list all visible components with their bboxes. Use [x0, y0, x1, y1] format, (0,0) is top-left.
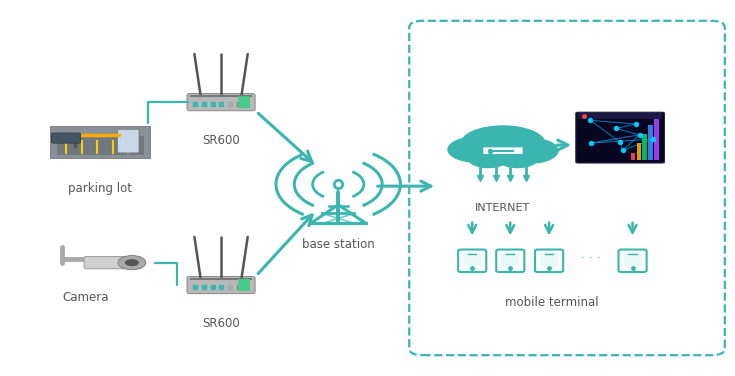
- Point: [617, 147, 628, 153]
- Ellipse shape: [503, 138, 559, 164]
- Bar: [642, 134, 647, 160]
- Ellipse shape: [495, 146, 539, 168]
- FancyBboxPatch shape: [619, 250, 647, 272]
- FancyBboxPatch shape: [51, 133, 81, 143]
- Point: [585, 140, 597, 146]
- Circle shape: [125, 259, 139, 266]
- Point: [648, 136, 659, 142]
- Text: SR600: SR600: [202, 134, 240, 147]
- Bar: [648, 124, 653, 160]
- Bar: [637, 143, 641, 160]
- Text: SR600: SR600: [202, 317, 240, 330]
- Circle shape: [118, 256, 146, 270]
- Text: · · ·: · · ·: [581, 252, 600, 265]
- FancyBboxPatch shape: [190, 278, 252, 280]
- Ellipse shape: [466, 146, 510, 168]
- Ellipse shape: [448, 136, 503, 163]
- Text: mobile terminal: mobile terminal: [505, 296, 599, 309]
- Bar: [631, 153, 635, 160]
- FancyBboxPatch shape: [187, 94, 255, 111]
- FancyBboxPatch shape: [463, 253, 481, 266]
- Bar: [654, 115, 659, 160]
- Text: Camera: Camera: [62, 291, 109, 304]
- FancyBboxPatch shape: [623, 253, 642, 266]
- FancyBboxPatch shape: [238, 96, 250, 108]
- FancyBboxPatch shape: [501, 253, 520, 266]
- Ellipse shape: [461, 125, 545, 161]
- FancyBboxPatch shape: [118, 129, 139, 153]
- FancyBboxPatch shape: [496, 250, 524, 272]
- FancyBboxPatch shape: [540, 253, 558, 266]
- FancyBboxPatch shape: [482, 147, 523, 155]
- FancyBboxPatch shape: [84, 256, 140, 269]
- Point: [630, 121, 642, 127]
- FancyBboxPatch shape: [190, 95, 252, 97]
- FancyBboxPatch shape: [535, 250, 563, 272]
- FancyBboxPatch shape: [57, 136, 144, 155]
- Point: [584, 117, 596, 123]
- Text: parking lot: parking lot: [68, 182, 132, 196]
- Text: base station: base station: [302, 238, 375, 252]
- FancyBboxPatch shape: [51, 126, 150, 158]
- FancyBboxPatch shape: [238, 279, 250, 291]
- Text: INTERNET: INTERNET: [476, 203, 531, 213]
- Point: [614, 139, 626, 146]
- Point: [610, 126, 622, 132]
- FancyBboxPatch shape: [576, 112, 664, 163]
- FancyBboxPatch shape: [578, 113, 662, 119]
- Point: [634, 132, 645, 138]
- FancyBboxPatch shape: [458, 250, 487, 272]
- FancyBboxPatch shape: [187, 276, 255, 294]
